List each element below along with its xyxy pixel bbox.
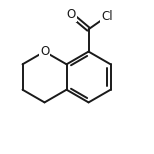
- Text: O: O: [40, 45, 49, 58]
- Text: Cl: Cl: [101, 10, 113, 23]
- Text: O: O: [67, 8, 76, 21]
